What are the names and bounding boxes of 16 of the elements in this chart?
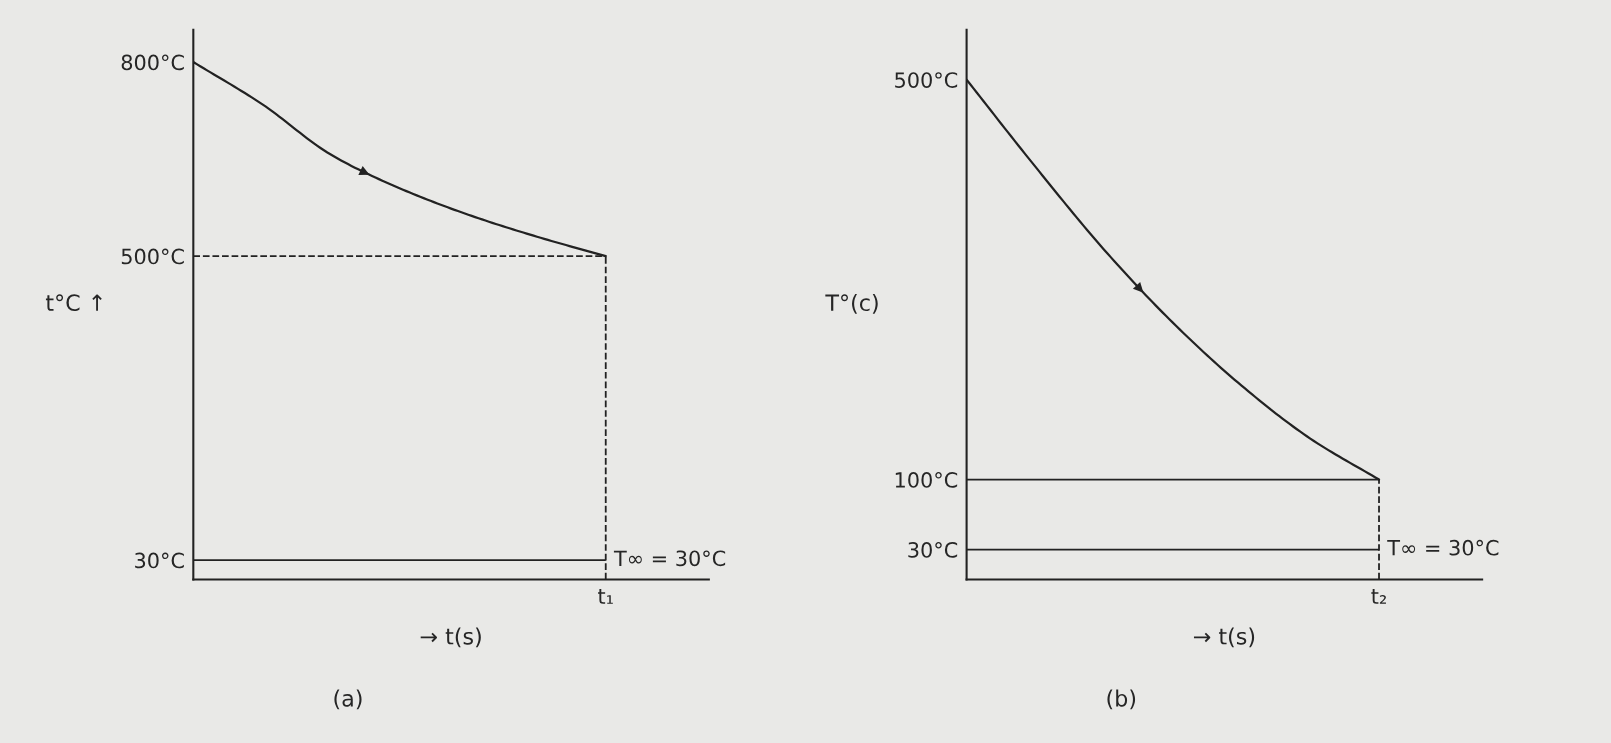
y-axis-title: T°(c): [825, 293, 878, 314]
text: (a): [334, 689, 362, 710]
y-tick-label: 30°C: [908, 542, 958, 558]
x-axis-title: → t(s): [420, 627, 481, 648]
y-tick-label: 800°C: [121, 54, 184, 71]
text: (b): [1107, 689, 1136, 710]
x-axis-title: → t(s): [1193, 627, 1255, 648]
y-tick-label: 500°C: [121, 248, 184, 265]
ref-line-label: T∞ = 30°C: [613, 550, 726, 567]
ref-line-label: T∞ = 30°C: [1387, 539, 1499, 556]
y-tick-label: 100°C: [895, 472, 958, 488]
y-axis-title: t°C ↑: [45, 294, 102, 312]
x-tick-label: t₂: [1371, 589, 1386, 604]
y-tick-label: 500°C: [895, 72, 958, 88]
x-tick-label: t₁: [598, 589, 613, 604]
y-tick-label: 30°C: [135, 552, 184, 569]
